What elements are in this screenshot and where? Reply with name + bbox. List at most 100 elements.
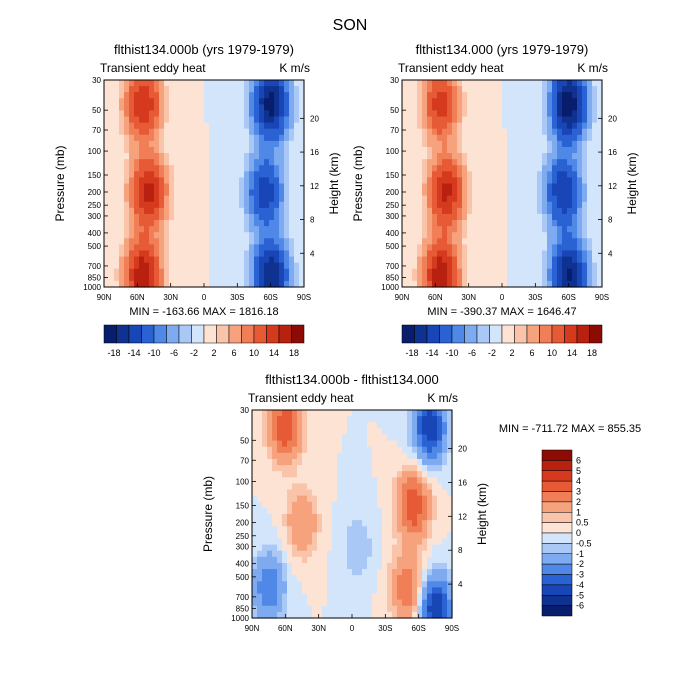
heatmap-cell bbox=[284, 104, 290, 112]
heatmap-cell bbox=[462, 153, 468, 160]
heatmap-cell bbox=[139, 110, 145, 118]
heatmap-cell bbox=[264, 244, 270, 252]
heatmap-cell bbox=[302, 569, 308, 576]
heatmap-cell bbox=[442, 458, 448, 466]
heatmap-cell bbox=[252, 581, 258, 589]
heatmap-cell bbox=[277, 514, 283, 521]
heatmap-cell bbox=[114, 189, 120, 197]
heatmap-cell bbox=[317, 562, 323, 570]
heatmap-cell bbox=[427, 538, 433, 546]
heatmap-cell bbox=[297, 611, 303, 619]
heatmap-cell bbox=[234, 92, 240, 99]
heatmap-cell bbox=[262, 581, 268, 589]
heatmap-cell bbox=[297, 544, 303, 552]
heatmap-cell bbox=[337, 422, 343, 429]
heatmap-cell bbox=[497, 189, 503, 197]
heatmap-cell bbox=[352, 489, 358, 497]
heatmap-cell bbox=[302, 410, 308, 417]
heatmap-cell bbox=[337, 440, 343, 448]
heatmap-cell bbox=[209, 86, 215, 93]
heatmap-cell bbox=[412, 501, 418, 509]
heatmap-cell bbox=[199, 116, 205, 124]
heatmap-cell bbox=[252, 422, 258, 429]
heatmap-cell bbox=[442, 140, 448, 148]
heatmap-cell bbox=[284, 86, 290, 93]
heatmap-cell bbox=[417, 501, 423, 509]
heatmap-cell bbox=[159, 146, 165, 154]
heatmap-cell bbox=[432, 86, 438, 93]
heatmap-cell bbox=[292, 440, 298, 448]
heatmap-cell bbox=[277, 587, 283, 595]
heatmap-cell bbox=[432, 507, 438, 515]
heatmap-cell bbox=[119, 268, 125, 276]
heatmap-cell bbox=[557, 226, 563, 233]
heatmap-cell bbox=[397, 581, 403, 589]
heatmap-cell bbox=[134, 122, 140, 130]
heatmap-cell bbox=[542, 86, 548, 93]
heatmap-cell bbox=[169, 238, 175, 245]
heatmap-cell bbox=[562, 250, 568, 258]
heatmap-cell bbox=[492, 159, 498, 166]
heatmap-cell bbox=[264, 177, 270, 185]
heatmap-cell bbox=[109, 177, 115, 185]
heatmap-cell bbox=[512, 207, 518, 215]
heatmap-cell bbox=[377, 544, 383, 552]
colorbar-swatch bbox=[541, 553, 573, 565]
heatmap-cell bbox=[552, 92, 558, 99]
heatmap-cell bbox=[377, 526, 383, 533]
heatmap-cell bbox=[582, 140, 588, 148]
heatmap-cell bbox=[432, 416, 438, 423]
heatmap-cell bbox=[249, 98, 255, 105]
heatmap-cell bbox=[262, 605, 268, 613]
heatmap-cell bbox=[184, 86, 190, 93]
heatmap-cell bbox=[442, 422, 448, 429]
heatmap-cell bbox=[204, 171, 210, 179]
heatmap-cell bbox=[154, 171, 160, 179]
heatmap-cell bbox=[437, 489, 443, 497]
heatmap-cell bbox=[282, 452, 288, 460]
height-tick-label: 8 bbox=[458, 546, 463, 555]
heatmap-cell bbox=[587, 256, 593, 264]
heatmap-cell bbox=[377, 611, 383, 619]
heatmap-cell bbox=[312, 538, 318, 546]
heatmap-cell bbox=[572, 238, 578, 245]
heatmap-cell bbox=[342, 514, 348, 521]
heatmap-cell bbox=[249, 220, 255, 227]
heatmap-cell bbox=[502, 128, 508, 136]
heatmap-cell bbox=[437, 134, 443, 142]
heatmap-cell bbox=[282, 599, 288, 607]
heatmap-cell bbox=[502, 268, 508, 276]
heatmap-cell bbox=[134, 232, 140, 239]
heatmap-cell bbox=[542, 122, 548, 130]
heatmap-cell bbox=[169, 274, 175, 282]
heatmap-cell bbox=[407, 213, 413, 221]
heatmap-cell bbox=[397, 526, 403, 533]
heatmap-cell bbox=[417, 538, 423, 546]
heatmap-cell bbox=[342, 446, 348, 454]
heatmap-cell bbox=[432, 501, 438, 509]
heatmap-cell bbox=[327, 477, 333, 485]
heatmap-cell bbox=[537, 110, 543, 118]
heatmap-cell bbox=[262, 458, 268, 466]
heatmap-cell bbox=[417, 86, 423, 93]
heatmap-cell bbox=[522, 104, 528, 112]
heatmap-cell bbox=[417, 262, 423, 270]
heatmap-cell bbox=[477, 140, 483, 148]
heatmap-cell bbox=[582, 226, 588, 233]
heatmap-cell bbox=[229, 146, 235, 154]
heatmap-cell bbox=[527, 256, 533, 264]
heatmap-cell bbox=[282, 593, 288, 601]
heatmap-cell bbox=[224, 232, 230, 239]
heatmap-cell bbox=[277, 495, 283, 503]
heatmap-cell bbox=[229, 244, 235, 252]
heatmap-cell bbox=[224, 195, 230, 203]
heatmap-cell bbox=[547, 226, 553, 233]
heatmap-cell bbox=[382, 471, 388, 478]
heatmap-cell bbox=[194, 92, 200, 99]
heatmap-cell bbox=[547, 146, 553, 154]
heatmap-cell bbox=[139, 262, 145, 270]
heatmap-cell bbox=[184, 146, 190, 154]
heatmap-cell bbox=[184, 98, 190, 105]
heatmap-cell bbox=[357, 428, 363, 436]
heatmap-cell bbox=[397, 593, 403, 601]
